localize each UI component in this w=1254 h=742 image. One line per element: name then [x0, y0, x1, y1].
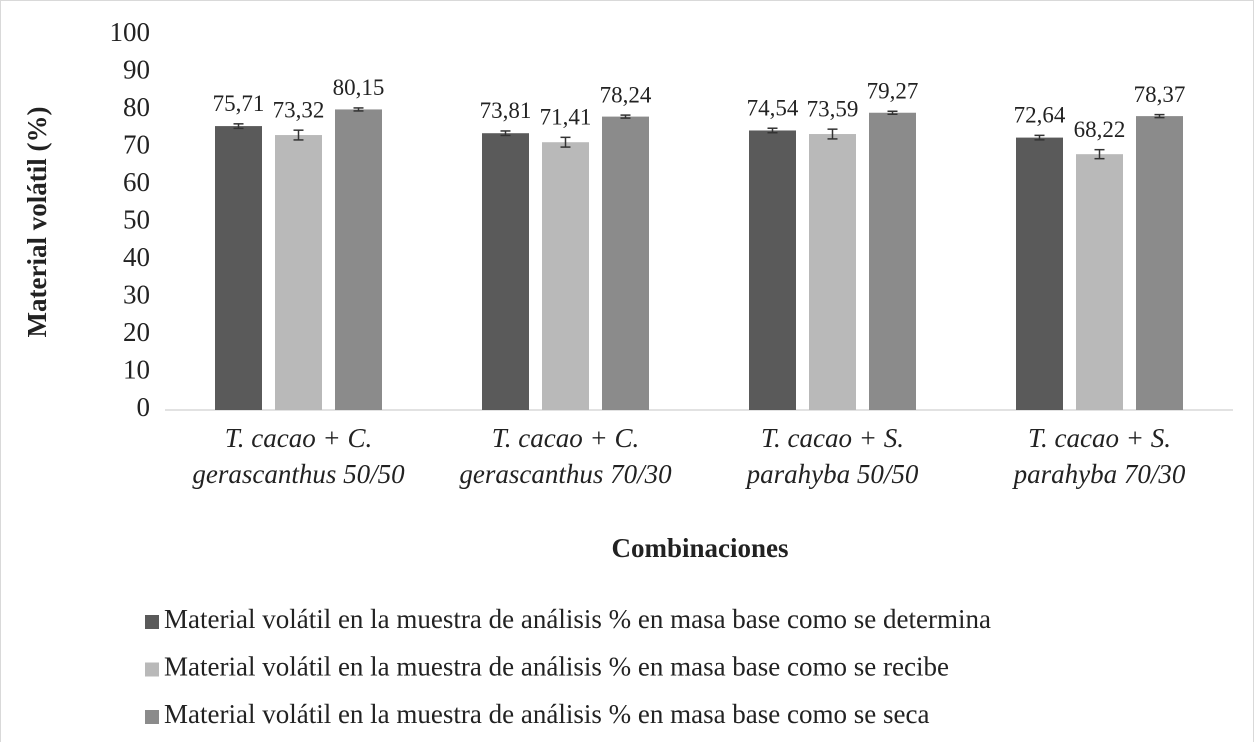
bar	[869, 112, 916, 411]
error-bar	[293, 129, 304, 141]
legend-label: Material volátil en la muestra de anális…	[164, 699, 929, 729]
error-bar	[560, 136, 571, 148]
y-tick-label: 80	[123, 92, 150, 122]
error-bar	[887, 110, 898, 115]
x-axis-title: Combinaciones	[611, 533, 788, 563]
x-tick-label: T. cacao + S. parahyba 50/50	[746, 423, 919, 489]
x-tick-label: T. cacao + C. gerascanthus 50/50	[192, 423, 405, 489]
data-label: 74,54	[747, 96, 799, 121]
error-bar	[1094, 148, 1105, 160]
y-tick-label: 90	[123, 55, 150, 85]
data-label: 71,41	[540, 105, 592, 130]
error-bar	[1034, 134, 1045, 141]
data-label: 78,37	[1134, 82, 1186, 107]
y-tick-label: 50	[123, 205, 150, 235]
bar	[809, 134, 856, 410]
legend-swatch	[145, 615, 159, 629]
y-tick-label: 30	[123, 280, 150, 310]
data-label: 68,22	[1074, 117, 1126, 142]
bar	[1016, 137, 1063, 410]
y-tick-label: 20	[123, 317, 150, 347]
y-axis-title: Material volátil (%)	[22, 107, 52, 338]
bar	[1076, 154, 1123, 410]
data-label: 73,32	[273, 97, 325, 122]
bar	[749, 130, 796, 410]
bar	[215, 126, 262, 411]
bar	[275, 135, 322, 411]
bar	[335, 109, 382, 410]
y-tick-label: 10	[123, 355, 150, 385]
x-tick-label: T. cacao + S. parahyba 70/30	[1013, 423, 1186, 489]
bar	[1136, 116, 1183, 411]
y-tick-label: 100	[110, 17, 151, 47]
y-tick-label: 40	[123, 242, 150, 272]
bar	[602, 116, 649, 410]
data-label: 73,59	[807, 96, 859, 121]
bar	[542, 142, 589, 410]
legend-label: Material volátil en la muestra de anális…	[164, 652, 949, 682]
legend-label: Material volátil en la muestra de anális…	[164, 604, 991, 634]
data-label: 75,71	[213, 91, 265, 116]
bar	[482, 133, 529, 410]
error-bar	[353, 107, 364, 112]
data-label: 78,24	[600, 82, 652, 107]
error-bar	[1154, 113, 1165, 119]
legend-swatch	[145, 662, 159, 677]
data-label: 72,64	[1014, 103, 1066, 128]
data-label: 73,81	[480, 98, 532, 123]
legend-swatch	[145, 710, 159, 724]
error-bar	[767, 127, 778, 134]
data-label: 79,27	[867, 79, 919, 104]
error-bar	[620, 114, 631, 119]
y-tick-label: 70	[123, 130, 150, 160]
x-tick-label: T. cacao + C. gerascanthus 70/30	[459, 423, 672, 489]
error-bar	[827, 128, 838, 140]
error-bar	[500, 130, 511, 137]
data-label: 80,15	[333, 75, 385, 100]
y-tick-label: 60	[123, 167, 150, 197]
y-tick-label: 0	[137, 392, 151, 422]
error-bar	[233, 123, 244, 130]
